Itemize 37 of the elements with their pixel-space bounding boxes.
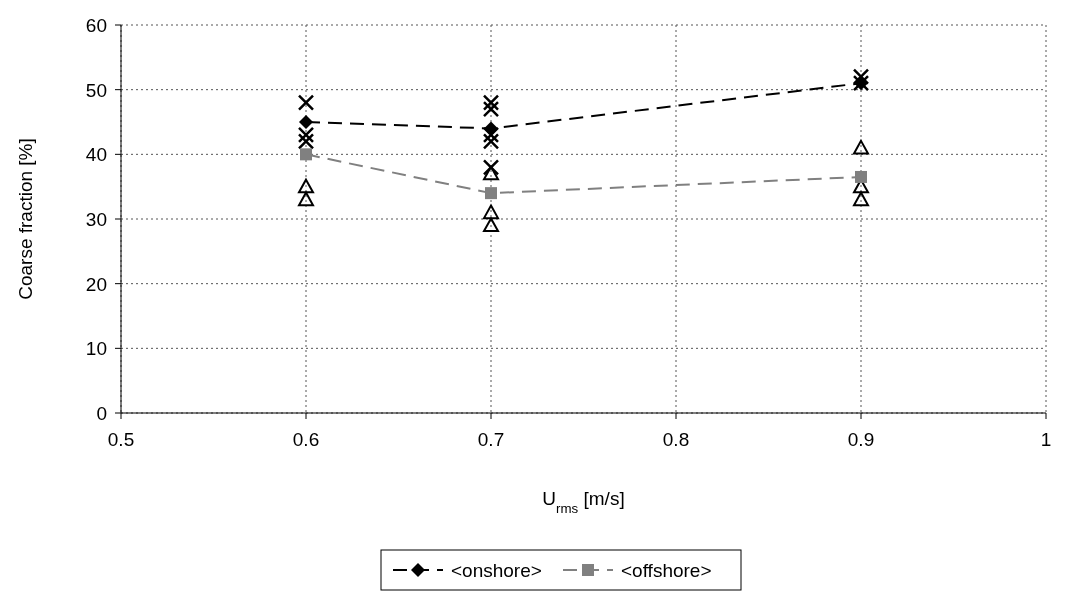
x-tick-label: 0.8: [662, 429, 690, 450]
y-tick-label: 0: [96, 403, 107, 424]
point: [483, 204, 499, 220]
point: [297, 126, 315, 144]
y-tick-label: 60: [85, 15, 107, 36]
point: [483, 217, 499, 233]
point: [853, 139, 869, 155]
point: [483, 165, 499, 181]
y-tick-label: 40: [85, 144, 107, 166]
x-tick-label: 0.5: [107, 429, 135, 450]
point: [299, 115, 313, 129]
x-tick-label: 1: [1040, 429, 1052, 450]
x-tick-label: 0.7: [477, 429, 505, 450]
point: [482, 100, 500, 118]
x-tick-label: 0.9: [847, 429, 875, 450]
x-axis-title: U$_{rms}$ [m/s]: [542, 488, 625, 516]
point: [855, 170, 867, 183]
y-axis-title: Coarse fraction [%]: [15, 138, 36, 300]
point: [852, 68, 870, 85]
x-tick-label: 0.6: [292, 429, 320, 450]
point: [300, 148, 312, 161]
y-tick-label: 30: [85, 209, 107, 230]
y-tick-label: 20: [85, 273, 107, 295]
point: [482, 94, 500, 111]
y-tick-label: 10: [85, 338, 107, 360]
legend-label: <offshore>: [621, 560, 712, 581]
point: [482, 159, 500, 176]
point: [482, 133, 500, 150]
point: [853, 191, 869, 207]
legend-label: <onshore>: [451, 560, 542, 581]
point: [297, 94, 315, 111]
point: [482, 126, 500, 144]
point: [298, 191, 314, 207]
point: [485, 187, 497, 200]
point: [298, 178, 314, 194]
point: [297, 133, 315, 150]
y-tick-label: 50: [85, 79, 107, 101]
